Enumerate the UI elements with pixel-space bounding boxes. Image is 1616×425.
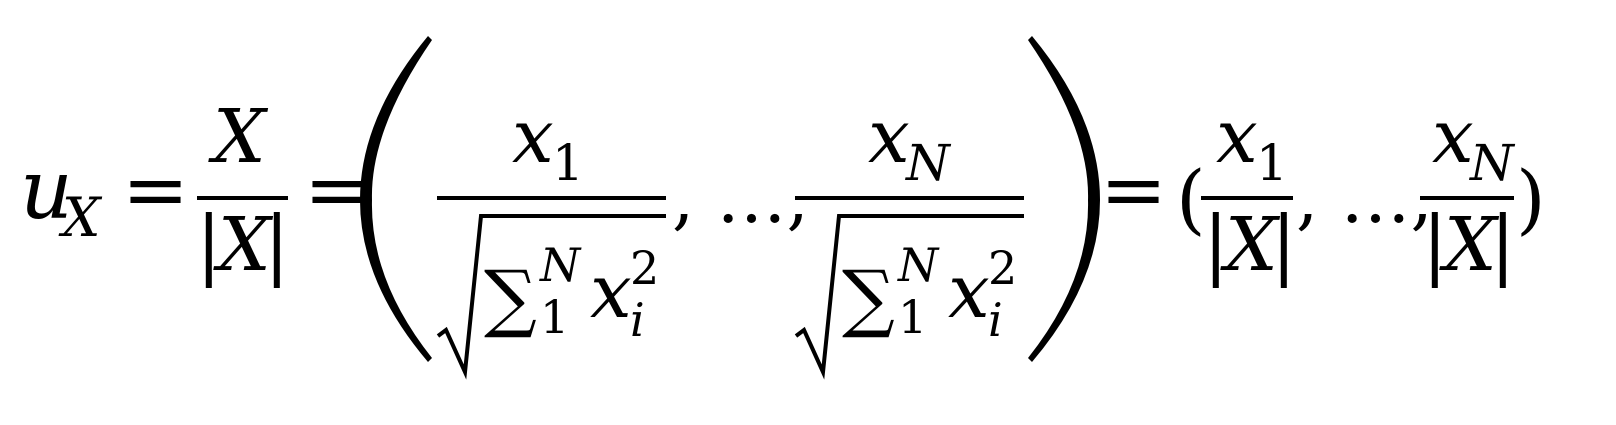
vector-last-term-sup: 2 xyxy=(988,241,1017,295)
fraction1-bar xyxy=(197,196,288,200)
vector-last-element: x N ∑ N 1 x 2 i xyxy=(794,94,1024,380)
vector-separator: , …, xyxy=(672,157,809,239)
result-first-numerator-base: x xyxy=(1216,94,1258,180)
result-first-abs-left: | xyxy=(1203,199,1229,288)
equals-sign-1: = xyxy=(122,143,189,236)
result-vector: ( x 1 | X | , …, x N | X | ) xyxy=(1176,94,1546,288)
result-last-element: x N | X | xyxy=(1420,94,1516,288)
result-first-element: x 1 | X | xyxy=(1201,94,1297,288)
equals-sign-2: = xyxy=(304,143,371,236)
vector-first-sum-lower: 1 xyxy=(540,290,569,344)
big-left-paren xyxy=(360,36,432,362)
vector-last-sum-lower: 1 xyxy=(898,290,927,344)
vector-first-fraction-bar xyxy=(437,196,666,200)
result-separator: , …, xyxy=(1296,157,1433,239)
vector-first-term-sup: 2 xyxy=(630,241,659,295)
fraction1-numerator: X xyxy=(208,94,269,180)
result-last-abs-right: | xyxy=(1490,199,1516,288)
vector-last-sum-upper: N xyxy=(897,238,940,292)
vector-last-sum-symbol: ∑ xyxy=(842,255,895,341)
equals-sign-3: = xyxy=(1100,143,1167,236)
vector-first-sum-upper: N xyxy=(539,238,582,292)
vector-last-term-sub: i xyxy=(988,293,1003,347)
result-first-denominator: X xyxy=(1220,202,1281,288)
lhs-base: u xyxy=(20,143,73,238)
big-right-paren xyxy=(1028,36,1100,362)
result-right-paren: ) xyxy=(1516,154,1546,243)
vector-first-term: x xyxy=(590,249,632,335)
vector-first-numerator-base: x xyxy=(512,94,554,180)
vector-last-numerator-sub: N xyxy=(905,134,952,192)
result-left-paren: ( xyxy=(1176,154,1206,243)
result-last-denominator: X xyxy=(1439,202,1500,288)
vector-first-element: x 1 ∑ N 1 x 2 i xyxy=(436,94,666,380)
fraction1-abs-left: | xyxy=(196,199,222,288)
vector-first-numerator-sub: 1 xyxy=(552,134,584,192)
result-first-abs-right: | xyxy=(1271,199,1297,288)
vector-first-term-sub: i xyxy=(630,293,645,347)
result-last-numerator-base: x xyxy=(1432,94,1474,180)
result-last-numerator-sub: N xyxy=(1469,134,1516,192)
result-last-fraction-bar xyxy=(1420,196,1514,200)
result-last-abs-left: | xyxy=(1422,199,1448,288)
fraction1-abs-right: | xyxy=(264,199,290,288)
vector-last-sqrt-sign xyxy=(794,214,1024,380)
result-first-fraction-bar xyxy=(1201,196,1293,200)
lhs-subscript: X xyxy=(58,186,103,249)
fraction1-denominator: X xyxy=(213,202,274,288)
vector-last-fraction-bar xyxy=(795,196,1024,200)
vector-last-numerator-base: x xyxy=(868,94,910,180)
result-first-numerator-sub: 1 xyxy=(1256,134,1288,192)
fraction-x-over-norm: X | X | xyxy=(196,94,290,288)
vector-first-sqrt-sign xyxy=(436,214,666,380)
vector-first-sum-symbol: ∑ xyxy=(484,255,537,341)
lhs-unit-vector: u X xyxy=(20,143,103,249)
vector-last-term: x xyxy=(948,249,990,335)
